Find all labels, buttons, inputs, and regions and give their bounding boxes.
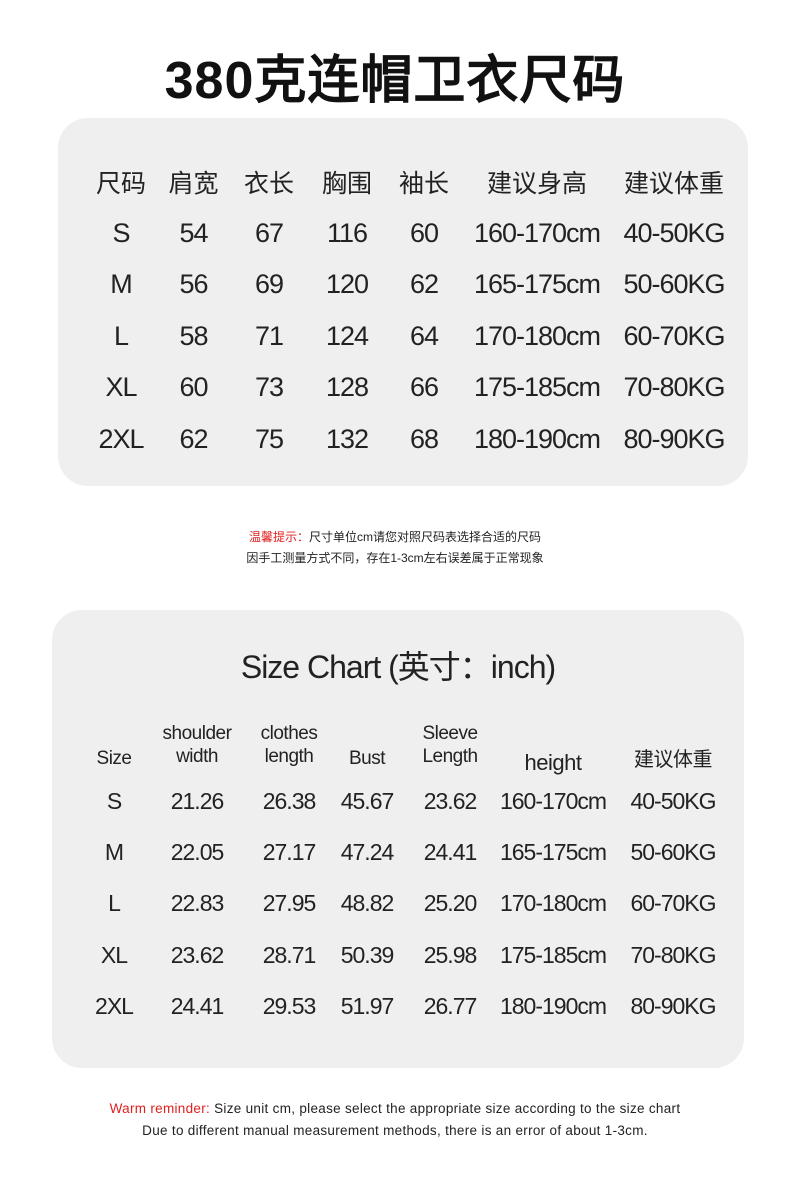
table-cell: 60 xyxy=(409,217,439,248)
table-cell: 60-70KG xyxy=(623,320,725,351)
table-cell: 67 xyxy=(254,217,284,248)
column-header: shoulder width xyxy=(162,723,232,767)
row-size-label: 2XL xyxy=(95,992,134,1019)
en-note-label: Warm reminder: xyxy=(109,1101,211,1116)
table-cell: 40-50KG xyxy=(630,788,716,815)
column-header: 胸围 xyxy=(321,169,372,198)
table-cell: 180-190cm xyxy=(499,992,607,1019)
table-cell: 71 xyxy=(254,320,284,351)
table-cell: 24.41 xyxy=(423,839,478,866)
table-cell: 27.17 xyxy=(262,839,317,866)
table-cell: 170-180cm xyxy=(473,320,601,351)
row-size-label: L xyxy=(108,890,121,917)
column-header: Sleeve Length xyxy=(422,723,478,767)
table-cell: 28.71 xyxy=(262,941,317,968)
column-header: 建议体重 xyxy=(634,749,713,771)
column-header: 建议体重 xyxy=(623,169,724,198)
row-size-label: M xyxy=(104,839,124,866)
table-cell: 22.05 xyxy=(170,839,225,866)
table-cell: 70-80KG xyxy=(623,372,725,403)
page-title: 380克连帽卫衣尺码 xyxy=(164,52,626,110)
table-cell: 51.97 xyxy=(340,992,395,1019)
cm-size-table-card: 尺码 肩宽 衣长 胸围 袖长 建议身高 建议体重 S 54 67 116 60 160-170cm 40-… xyxy=(58,118,748,486)
cn-note-label: 温馨提示： xyxy=(248,530,309,544)
size-chart-title: Size Chart (英寸：inch) xyxy=(240,649,556,685)
row-size-label: XL xyxy=(105,372,137,403)
table-cell: 73 xyxy=(254,372,284,403)
table-cell: 25.20 xyxy=(423,890,478,917)
table-cell: 22.83 xyxy=(170,890,225,917)
column-header: Bust xyxy=(348,748,386,769)
table-cell: 21.26 xyxy=(170,788,225,815)
table-cell: 25.98 xyxy=(423,941,478,968)
table-cell: 75 xyxy=(254,423,284,454)
row-size-label: M xyxy=(110,269,133,300)
table-cell: 48.82 xyxy=(340,890,395,917)
table-cell: 47.24 xyxy=(340,839,395,866)
en-note-text: Size unit cm, please select the appropri… xyxy=(210,1101,681,1116)
table-cell: 160-170cm xyxy=(473,217,601,248)
table-cell: 165-175cm xyxy=(499,839,607,866)
row-size-label: S xyxy=(112,217,130,248)
cm-size-table: 尺码 肩宽 衣长 胸围 袖长 建议身高 建议体重 S 54 67 116 60 160-170cm 40-… xyxy=(85,156,736,465)
column-header: 袖长 xyxy=(398,169,449,198)
table-cell: 124 xyxy=(325,320,369,351)
table-cell: 128 xyxy=(325,372,369,403)
table-cell: 80-90KG xyxy=(630,992,716,1019)
table-cell: 54 xyxy=(179,217,208,248)
table-cell: 165-175cm xyxy=(473,269,601,300)
table-cell: 62 xyxy=(409,269,439,300)
table-cell: 180-190cm xyxy=(473,423,601,454)
table-cell: 50-60KG xyxy=(623,269,725,300)
table-cell: 29.53 xyxy=(262,992,317,1019)
table-cell: 60-70KG xyxy=(630,890,716,917)
table-cell: 50-60KG xyxy=(630,839,716,866)
table-cell: 160-170cm xyxy=(499,788,607,815)
table-cell: 27.95 xyxy=(262,890,317,917)
table-cell: 23.62 xyxy=(423,788,478,815)
table-cell: 68 xyxy=(409,423,439,454)
table-cell: 24.41 xyxy=(170,992,225,1019)
table-cell: 23.62 xyxy=(170,941,225,968)
table-cell: 45.67 xyxy=(340,788,395,815)
column-header: 衣长 xyxy=(243,169,294,198)
column-header: clothes length xyxy=(260,723,318,767)
en-note-line2: Due to different manual measurement meth… xyxy=(142,1123,648,1138)
en-note-line1: Warm reminder: Size unit cm, please sele… xyxy=(0,1101,790,1116)
column-header: 肩宽 xyxy=(168,169,219,198)
table-cell: 116 xyxy=(326,217,368,248)
table-cell: 26.38 xyxy=(262,788,317,815)
table-cell: 170-180cm xyxy=(499,890,607,917)
table-cell: 56 xyxy=(179,269,208,300)
row-size-label: XL xyxy=(100,941,128,968)
cn-note-line1: 温馨提示：尺寸单位cm请您对照尺码表选择合适的尺码 xyxy=(0,528,790,545)
column-header: height xyxy=(524,750,582,775)
table-cell: 66 xyxy=(409,372,439,403)
table-cell: 40-50KG xyxy=(623,217,725,248)
row-size-label: S xyxy=(106,788,122,815)
table-cell: 80-90KG xyxy=(623,423,725,454)
inch-size-table-card: Size Chart (英寸：inch) Size shoulder width c… xyxy=(52,610,744,1068)
cn-note-text: 尺寸单位cm请您对照尺码表选择合适的尺码 xyxy=(309,530,541,544)
column-header: 尺码 xyxy=(95,169,146,198)
table-cell: 62 xyxy=(179,423,208,454)
table-cell: 58 xyxy=(179,320,208,351)
row-size-label: 2XL xyxy=(98,423,144,454)
table-cell: 64 xyxy=(409,320,439,351)
column-header: Size xyxy=(96,748,132,769)
table-cell: 175-185cm xyxy=(499,941,607,968)
table-cell: 60 xyxy=(179,372,208,403)
table-cell: 120 xyxy=(325,269,369,300)
inch-size-table: Size shoulder width clothes length Bust Slee… xyxy=(74,698,744,1032)
table-cell: 50.39 xyxy=(340,941,395,968)
row-size-label: L xyxy=(113,320,129,351)
column-header: 建议身高 xyxy=(486,169,587,198)
table-cell: 132 xyxy=(325,423,369,454)
table-cell: 175-185cm xyxy=(473,372,601,403)
table-cell: 26.77 xyxy=(423,992,478,1019)
table-cell: 69 xyxy=(254,269,284,300)
table-cell: 70-80KG xyxy=(630,941,716,968)
cn-note-line2: 因手工测量方式不同，存在1-3cm左右误差属于正常现象 xyxy=(246,551,544,565)
